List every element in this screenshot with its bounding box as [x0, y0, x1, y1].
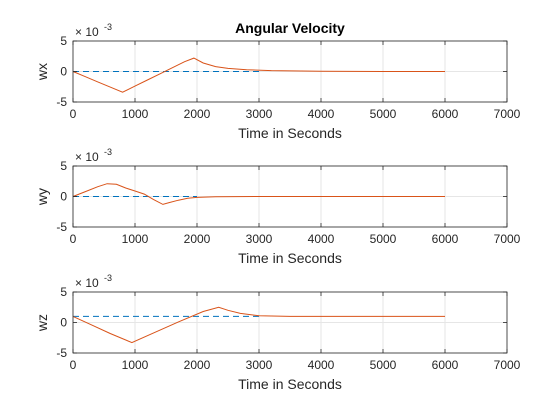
- x-tick-label: 1000: [122, 107, 149, 121]
- x-tick-label: 6000: [432, 107, 459, 121]
- x-tick-label: 5000: [370, 232, 397, 246]
- series-line-2: [72, 306, 445, 344]
- x-tick-label: 7000: [494, 107, 521, 121]
- y-tick-label: 5: [60, 34, 67, 48]
- exponent-base: × 10: [75, 276, 99, 290]
- y-axis-label: wx: [34, 63, 50, 81]
- x-tick-label: 6000: [432, 232, 459, 246]
- x-axis-label: Time in Seconds: [238, 250, 342, 266]
- exponent-power: -3: [104, 273, 112, 283]
- x-tick-label: 5000: [370, 107, 397, 121]
- x-tick-label: 4000: [308, 107, 335, 121]
- x-tick-label: 0: [70, 232, 77, 246]
- x-tick-label: 6000: [432, 358, 459, 372]
- x-tick-label: 2000: [184, 107, 211, 121]
- x-tick-label: 3000: [246, 232, 273, 246]
- x-tick-label: 1000: [122, 358, 149, 372]
- y-tick-label: -5: [56, 346, 67, 360]
- x-tick-label: 0: [70, 107, 77, 121]
- x-tick-label: 4000: [308, 232, 335, 246]
- x-tick-label: 5000: [370, 358, 397, 372]
- y-tick-label: -5: [56, 220, 67, 234]
- x-tick-label: 2000: [184, 358, 211, 372]
- chart-title: Angular Velocity: [235, 20, 345, 36]
- y-tick-label: 0: [60, 190, 67, 204]
- y-tick-label: 0: [60, 316, 67, 330]
- series-line-2: [72, 57, 445, 93]
- exponent-power: -3: [104, 147, 112, 157]
- x-tick-label: 0: [70, 358, 77, 372]
- x-tick-label: 2000: [184, 232, 211, 246]
- x-tick-label: 3000: [246, 107, 273, 121]
- y-tick-label: 0: [60, 65, 67, 79]
- x-axis-label: Time in Seconds: [238, 376, 342, 392]
- y-tick-label: 5: [60, 285, 67, 299]
- y-tick-label: 5: [60, 159, 67, 173]
- x-axis-label: Time in Seconds: [238, 125, 342, 141]
- x-tick-label: 1000: [122, 232, 149, 246]
- y-tick-label: -5: [56, 95, 67, 109]
- exponent-base: × 10: [75, 150, 99, 164]
- exponent-power: -3: [104, 22, 112, 32]
- x-tick-label: 7000: [494, 358, 521, 372]
- y-axis-label: wz: [34, 314, 50, 332]
- series-line-2: [72, 183, 445, 205]
- x-tick-label: 3000: [246, 358, 273, 372]
- x-tick-label: 4000: [308, 358, 335, 372]
- exponent-base: × 10: [75, 25, 99, 39]
- y-axis-label: wy: [34, 188, 50, 206]
- x-tick-label: 7000: [494, 232, 521, 246]
